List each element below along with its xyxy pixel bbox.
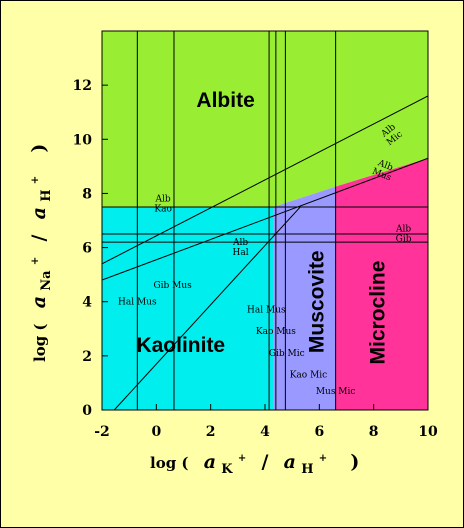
y-tick-label: 8	[82, 186, 92, 202]
y-tick-labels: 0 2 4 6 8 10 12	[73, 78, 93, 419]
x-label-den-sub: H	[301, 462, 313, 477]
reaction-label: Kao Mic	[290, 371, 328, 381]
y-label-den-sup: +	[30, 176, 41, 184]
boundary-line	[102, 95, 428, 265]
x-tick-label: -2	[94, 424, 110, 440]
boundary-line	[102, 157, 428, 281]
y-tick-label: 2	[82, 349, 92, 365]
reaction-label: Alb Gib	[395, 224, 412, 244]
y-tick-label: 6	[82, 241, 92, 257]
field-label-kaolinite: Kaolinite	[136, 334, 225, 357]
y-label-slash: /	[28, 235, 50, 242]
y-label-suffix: )	[28, 144, 50, 153]
y-axis-label: log ( a Na + / a H + )	[24, 144, 54, 362]
reaction-label: Gib Mic	[269, 349, 305, 359]
axis-ticks	[101, 84, 429, 411]
field-labels: Albite Kaolinite Muscovite Microcline	[136, 89, 389, 365]
reaction-label: Kao Mus	[256, 327, 296, 337]
x-label-prefix: log (	[150, 454, 189, 472]
y-tick-label: 4	[82, 295, 92, 311]
field-label-microcline: Microcline	[367, 261, 390, 365]
x-label-suffix: )	[350, 451, 359, 473]
reaction-label: Mus Mic	[316, 387, 356, 397]
reaction-label: Alb Kao	[154, 195, 172, 215]
y-label-den-sub: H	[39, 190, 54, 202]
x-label-num-sup: +	[238, 453, 246, 464]
y-label-num: a	[28, 296, 50, 308]
x-label-den-sup: +	[319, 453, 327, 464]
x-tick-label: 6	[314, 424, 324, 440]
x-tick-label: 10	[418, 424, 438, 440]
y-tick-label: 10	[73, 132, 93, 148]
field-label-muscovite: Muscovite	[306, 250, 329, 353]
boundary-line	[113, 206, 301, 410]
reaction-label: Gib Mus	[153, 281, 192, 291]
field-microcline	[335, 158, 428, 410]
field-kaolinite	[102, 206, 274, 410]
reaction-label: Hal Mus	[118, 297, 157, 307]
y-tick-label: 12	[73, 78, 92, 94]
x-tick-label: 2	[206, 424, 216, 440]
x-label-num: a	[204, 451, 216, 473]
x-label-num-sub: K	[221, 462, 233, 477]
x-tick-labels: -2 0 2 4 6 8 10	[94, 424, 438, 440]
x-tick-label: 0	[151, 424, 161, 440]
field-label-albite: Albite	[196, 89, 254, 112]
reaction-label: Hal Mus	[247, 306, 286, 316]
x-label-den: a	[284, 451, 296, 473]
y-label-prefix: log (	[31, 323, 49, 362]
y-tick-label: 0	[82, 403, 92, 419]
x-label-slash: /	[261, 451, 268, 473]
reaction-label: Alb Hal	[232, 238, 249, 258]
field-albite	[102, 31, 428, 207]
y-label-num-sub: Na	[39, 270, 54, 291]
x-tick-label: 8	[369, 424, 379, 440]
x-tick-label: 4	[260, 424, 270, 440]
x-axis-label: log ( a K + / a H + )	[150, 447, 359, 477]
y-label-den: a	[28, 207, 50, 219]
boundary-lines	[102, 31, 428, 410]
y-label-num-sup: +	[30, 257, 41, 265]
